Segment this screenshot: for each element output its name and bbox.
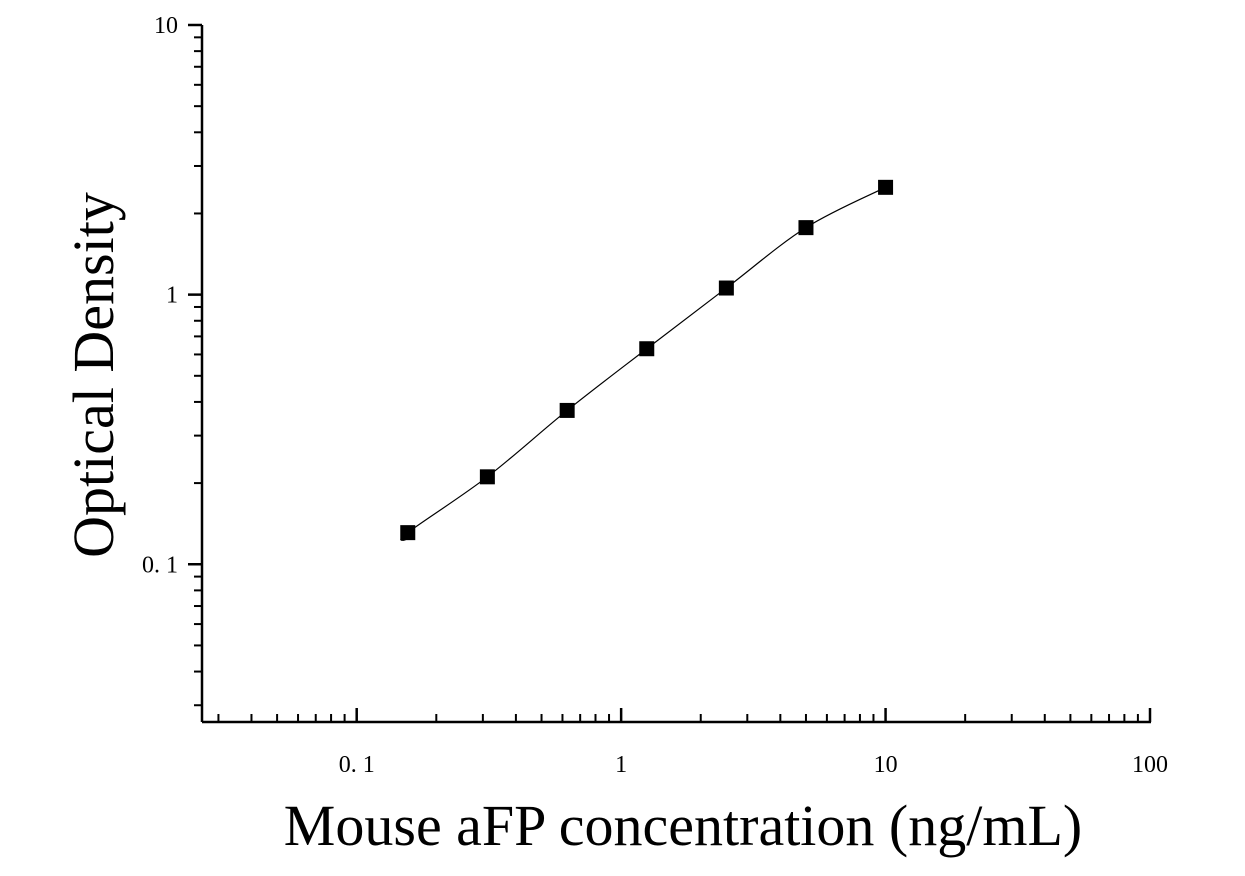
major-ticks [188, 23, 1152, 722]
x-tick-label: 10 [874, 752, 898, 778]
data-point-marker [639, 341, 655, 357]
y-axis-title: Optical Density [61, 192, 126, 558]
data-point-marker [798, 220, 814, 236]
y-tick-label: 10 [154, 13, 178, 39]
y-tick-labels: 0. 1 1 10 [142, 13, 178, 578]
x-tick-label: 1 [615, 752, 627, 778]
x-tick-label: 0. 1 [339, 752, 375, 778]
data-point-marker [400, 525, 416, 541]
x-tick-labels: 0. 1 1 10 100 [339, 752, 1168, 778]
y-tick-label: 1 [166, 283, 178, 309]
y-tick-label: 0. 1 [142, 552, 178, 578]
x-tick-label: 100 [1132, 752, 1168, 778]
data-point-marker [559, 402, 575, 418]
fit-curve [400, 186, 886, 542]
minor-ticks [194, 36, 1139, 722]
x-axis-title: Mouse aFP concentration (ng/mL) [284, 793, 1082, 858]
data-point-marker [479, 469, 495, 485]
data-point-marker [878, 179, 894, 195]
data-markers [400, 179, 894, 541]
data-point-marker [718, 280, 734, 296]
